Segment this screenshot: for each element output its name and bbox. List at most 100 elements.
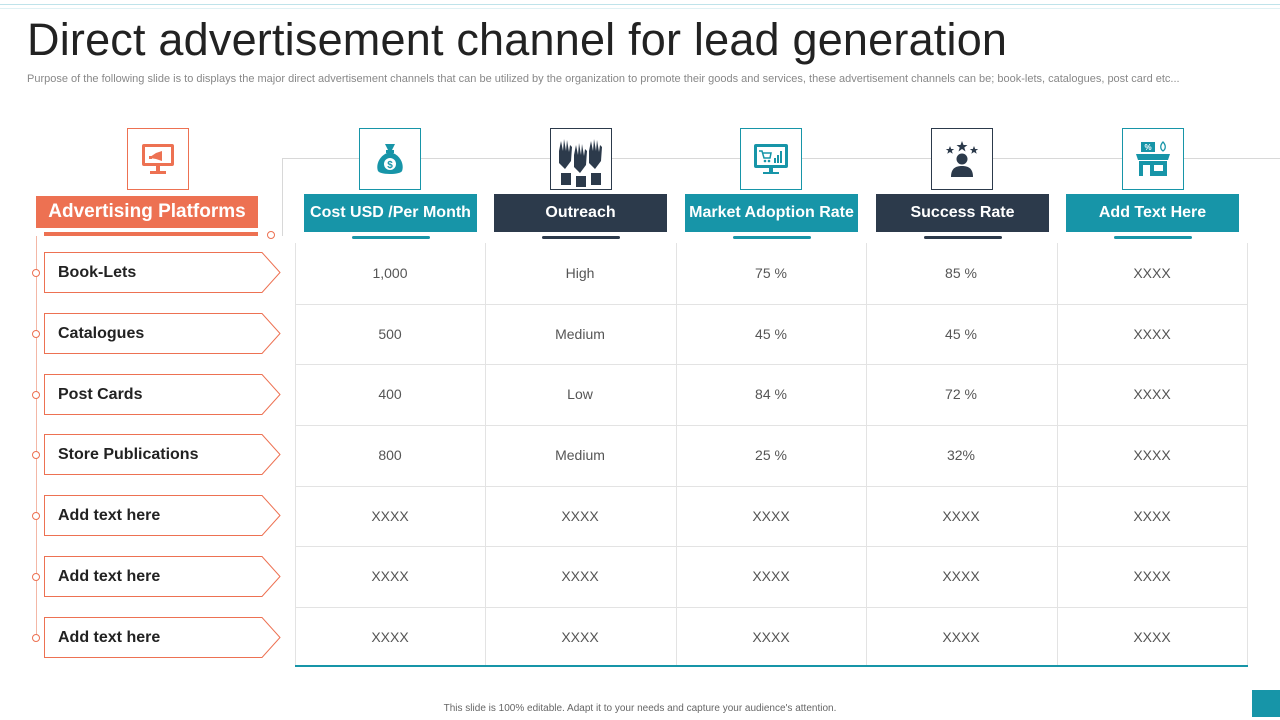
row-dot xyxy=(32,634,40,642)
table-cell: XXXX xyxy=(942,568,980,584)
row-dot xyxy=(32,451,40,459)
column-icon-box-cost: $ xyxy=(359,128,421,190)
column-underline-addtext xyxy=(1114,236,1192,239)
table-cell: 45 % xyxy=(945,326,977,342)
row-label: Add text here xyxy=(44,617,281,658)
data-table: 1,000 High 75 % 85 % XXXX 500 Medium 45 % 45 % XX… xyxy=(295,243,1248,667)
svg-text:$: $ xyxy=(387,160,393,171)
table-cell: 72 % xyxy=(945,386,977,402)
row-label-arrow-shape xyxy=(44,617,281,658)
column-icon-box-outreach xyxy=(550,128,612,190)
column-icon-box-success xyxy=(931,128,993,190)
top-decor-line-secondary xyxy=(0,8,1280,9)
table-cell: Medium xyxy=(555,326,605,342)
advertising-header-dot xyxy=(267,231,275,239)
table-cell: XXXX xyxy=(371,629,409,645)
column-icon-box-addtext: % xyxy=(1122,128,1184,190)
row-label: Post Cards xyxy=(44,374,281,415)
grid-line xyxy=(1247,243,1248,667)
column-header-add-text: Add Text Here xyxy=(1066,194,1239,232)
grid-line xyxy=(676,243,677,667)
row-label: Add text here xyxy=(44,495,281,536)
column-underline-cost xyxy=(352,236,430,239)
table-cell: 45 % xyxy=(755,326,787,342)
row-label-text: Book-Lets xyxy=(58,264,137,281)
table-cell: 85 % xyxy=(945,265,977,281)
table-cell: 75 % xyxy=(755,265,787,281)
table-cell: XXXX xyxy=(752,508,790,524)
megaphone-monitor-icon xyxy=(142,144,174,174)
row-label-text: Catalogues xyxy=(58,325,145,342)
table-cell: XXXX xyxy=(1133,326,1171,342)
corner-decor-square xyxy=(1252,690,1280,717)
table-cell: XXXX xyxy=(752,568,790,584)
table-cell: XXXX xyxy=(942,629,980,645)
grid-line xyxy=(295,486,1248,487)
grid-line xyxy=(485,243,486,667)
column-underline-market xyxy=(733,236,811,239)
table-cell: XXXX xyxy=(561,508,599,524)
person-stars-icon xyxy=(945,141,979,177)
table-cell: XXXX xyxy=(1133,386,1171,402)
row-dot xyxy=(32,512,40,520)
table-cell: 84 % xyxy=(755,386,787,402)
footer-note: This slide is 100% editable. Adapt it to… xyxy=(443,703,837,714)
row-dot xyxy=(32,573,40,581)
monitor-chart-icon xyxy=(754,144,788,174)
column-icon-box-market xyxy=(740,128,802,190)
row-label-text: Post Cards xyxy=(58,386,143,403)
row-label-arrow-shape xyxy=(44,252,281,293)
grid-line xyxy=(866,243,867,667)
table-cell: XXXX xyxy=(1133,265,1171,281)
column-header-cost: Cost USD /Per Month xyxy=(304,194,477,232)
table-cell: Low xyxy=(567,386,593,402)
row-dot xyxy=(32,269,40,277)
table-cell: High xyxy=(565,265,595,281)
grid-line xyxy=(295,425,1248,426)
row-label: Book-Lets xyxy=(44,252,281,293)
row-label-text: Store Publications xyxy=(58,446,199,463)
table-bottom-line xyxy=(295,665,1248,667)
table-cell: 32% xyxy=(946,447,976,463)
table-cell: Medium xyxy=(555,447,605,463)
table-cell: XXXX xyxy=(942,508,980,524)
table-cell: XXXX xyxy=(752,629,790,645)
row-label-arrow-shape xyxy=(44,556,281,597)
advertising-header-underline xyxy=(44,232,258,236)
table-cell: 1,000 xyxy=(372,265,408,281)
grid-line xyxy=(295,304,1248,305)
table-cell: 400 xyxy=(378,386,402,402)
table-cell: XXXX xyxy=(561,629,599,645)
row-label: Store Publications xyxy=(44,434,281,475)
column-header-success-rate: Success Rate xyxy=(876,194,1049,232)
grid-line xyxy=(1057,243,1058,667)
row-label-text: Add text here xyxy=(58,507,161,524)
header-connector-drop xyxy=(282,158,283,236)
svg-text:%: % xyxy=(1144,143,1151,152)
table-cell: XXXX xyxy=(561,568,599,584)
table-cell: 25 % xyxy=(755,447,787,463)
column-underline-success xyxy=(924,236,1002,239)
table-cell: 800 xyxy=(378,447,402,463)
advertising-icon-box xyxy=(127,128,189,190)
money-bag-icon: $ xyxy=(377,144,403,174)
row-dot xyxy=(32,330,40,338)
top-decor-line xyxy=(0,4,1280,5)
advertising-platforms-header: Advertising Platforms xyxy=(36,196,258,228)
row-label-arrow-shape xyxy=(44,434,281,475)
column-header-market-adoption: Market Adoption Rate xyxy=(685,194,858,232)
row-label-arrow-shape xyxy=(44,374,281,415)
column-header-outreach: Outreach xyxy=(494,194,667,232)
store-discount-icon: % xyxy=(1136,141,1170,176)
table-cell: XXXX xyxy=(1133,508,1171,524)
table-cell: XXXX xyxy=(371,508,409,524)
page-title: Direct advertisement channel for lead ge… xyxy=(27,14,1008,65)
row-label-arrow-shape xyxy=(44,495,281,536)
row-label: Add text here xyxy=(44,556,281,597)
grid-line xyxy=(295,364,1248,365)
grid-line xyxy=(295,607,1248,608)
table-cell: XXXX xyxy=(371,568,409,584)
row-label: Catalogues xyxy=(44,313,281,354)
table-cell: 500 xyxy=(378,326,402,342)
row-label-arrow-shape xyxy=(44,313,281,354)
